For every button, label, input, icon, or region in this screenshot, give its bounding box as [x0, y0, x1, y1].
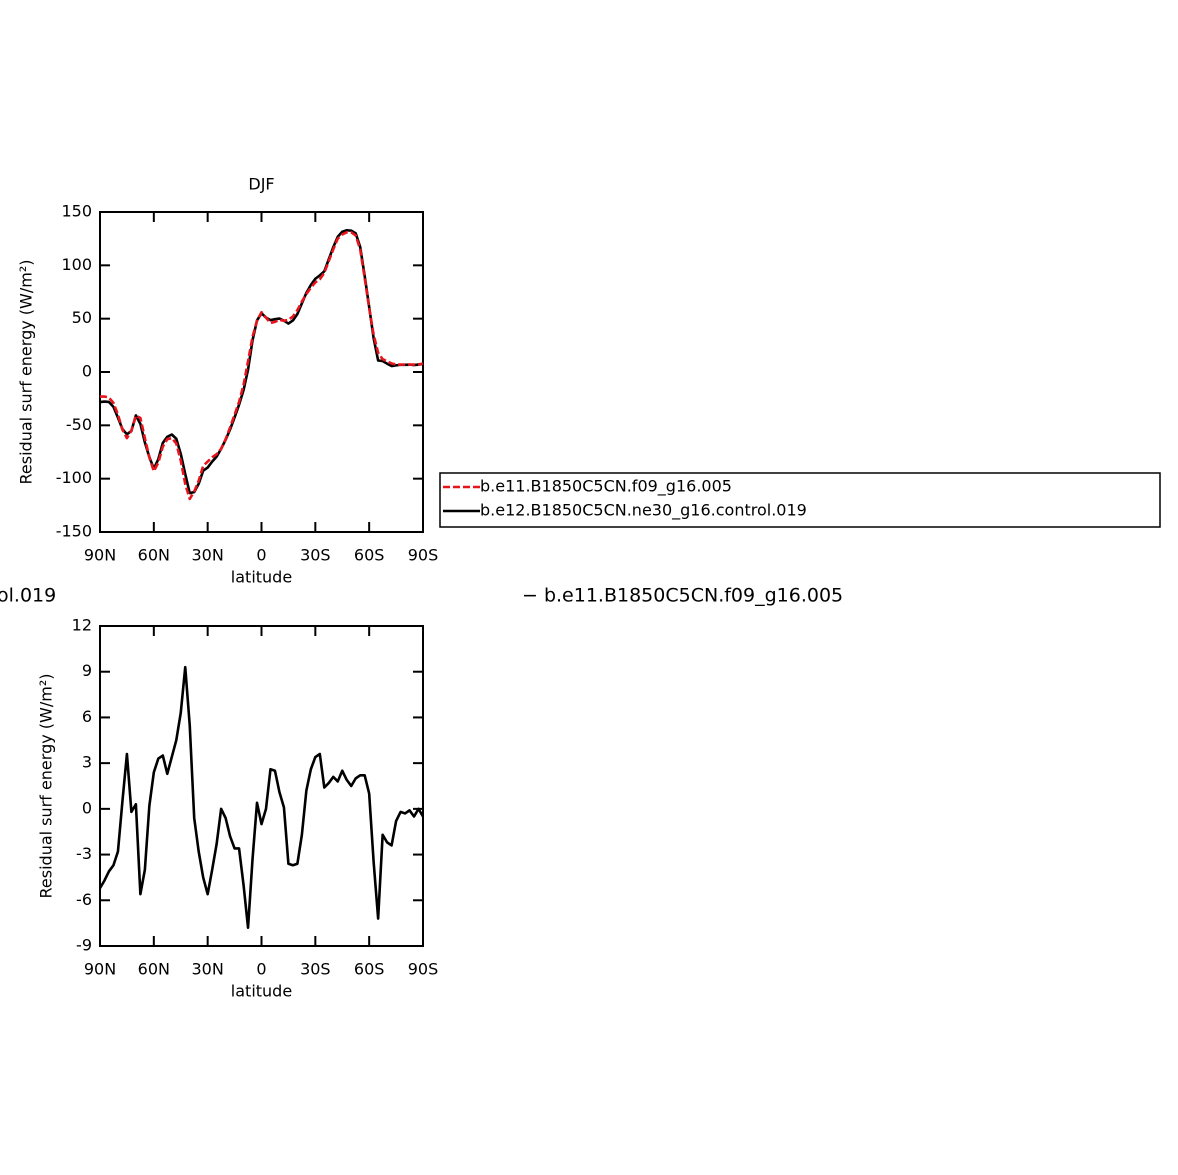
x-tick-label: 90S	[408, 960, 439, 979]
x-tick-label: 30N	[192, 546, 224, 565]
x-axis-label: latitude	[231, 982, 292, 1001]
chart-title: DJF	[248, 175, 274, 194]
chart-title-left: ol.019	[0, 585, 56, 607]
legend-label: b.e12.B1850C5CN.ne30_g16.control.019	[480, 501, 807, 521]
y-tick-label: -6	[76, 890, 92, 909]
x-tick-label: 60S	[354, 546, 385, 565]
legend-label: b.e11.B1850C5CN.f09_g16.005	[480, 477, 732, 497]
y-tick-label: -150	[56, 522, 92, 541]
y-tick-label: 150	[61, 202, 92, 221]
x-tick-label: 60S	[354, 960, 385, 979]
x-tick-label: 30S	[300, 546, 331, 565]
y-tick-label: 0	[82, 362, 92, 381]
y-axis-label: Residual surf energy (W/m²)	[17, 260, 36, 485]
y-tick-label: -9	[76, 936, 92, 955]
x-tick-label: 60N	[138, 546, 170, 565]
y-tick-label: 0	[82, 798, 92, 817]
y-tick-label: 6	[82, 707, 92, 726]
y-tick-label: 3	[82, 753, 92, 772]
y-tick-label: -100	[56, 468, 92, 487]
x-tick-label: 90S	[408, 546, 439, 565]
y-axis-label: Residual surf energy (W/m²)	[37, 674, 56, 899]
x-tick-label: 90N	[84, 546, 116, 565]
chart-title-right: − b.e11.B1850C5CN.f09_g16.005	[522, 585, 843, 607]
x-tick-label: 90N	[84, 960, 116, 979]
y-tick-label: 100	[61, 255, 92, 274]
x-tick-label: 30S	[300, 960, 331, 979]
x-axis-label: latitude	[231, 568, 292, 587]
y-tick-label: 50	[72, 308, 92, 327]
legend-box	[439, 472, 1161, 528]
y-tick-label: 9	[82, 661, 92, 680]
data-line	[98, 665, 425, 930]
y-tick-label: 12	[72, 616, 92, 635]
y-tick-label: -3	[76, 844, 92, 863]
x-tick-label: 0	[256, 546, 266, 565]
x-tick-label: 60N	[138, 960, 170, 979]
data-line	[100, 230, 424, 501]
x-tick-label: 30N	[192, 960, 224, 979]
x-tick-label: 0	[256, 960, 266, 979]
y-tick-label: -50	[66, 415, 92, 434]
